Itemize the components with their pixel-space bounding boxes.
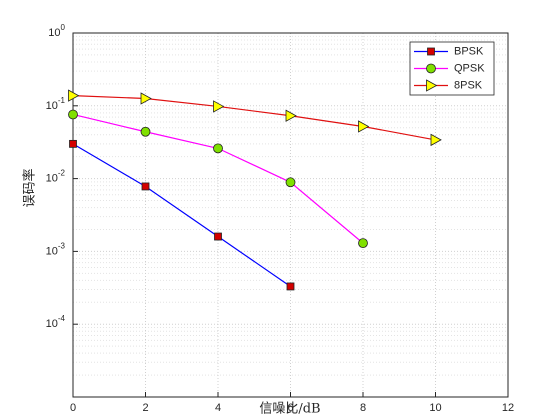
- x-tick-label: 0: [70, 402, 76, 414]
- marker: [285, 177, 296, 188]
- tick-exponent: -3: [58, 242, 66, 251]
- series-line: [72, 95, 436, 141]
- tick-base: 10: [46, 100, 58, 112]
- y-axis-label: 误码率: [22, 168, 38, 207]
- tick-exponent: -1: [58, 96, 66, 105]
- x-tick-label: 6: [287, 402, 293, 414]
- marker: [286, 282, 295, 291]
- marker: [285, 109, 297, 122]
- marker: [68, 89, 80, 102]
- tick-exponent: 0: [61, 23, 66, 32]
- y-tick-label: 100: [48, 23, 65, 39]
- marker: [141, 182, 150, 191]
- marker: [358, 238, 368, 249]
- x-tick-label: 8: [360, 402, 366, 414]
- marker: [214, 232, 222, 241]
- y-tick-label: 10-3: [46, 242, 66, 258]
- y-tick-label: 10-4: [46, 314, 66, 330]
- legend-label: 8PSK: [454, 79, 483, 91]
- tick-base: 10: [46, 245, 58, 257]
- tick-exponent: -2: [58, 169, 66, 178]
- legend: BPSK QPSK 8PSK: [409, 41, 495, 96]
- plot-frame: [72, 32, 509, 398]
- y-tick-label: 10-2: [46, 169, 66, 185]
- tick-base: 10: [46, 318, 58, 330]
- marker: [358, 120, 370, 133]
- legend-label: BPSK: [454, 45, 484, 57]
- legend-marker: [426, 79, 438, 92]
- marker: [140, 126, 151, 137]
- legend-label: QPSK: [454, 62, 485, 74]
- series-line: [72, 143, 291, 287]
- x-tick-label: 10: [429, 402, 441, 414]
- x-tick-label: 12: [502, 402, 514, 414]
- legend-marker: [427, 47, 435, 56]
- x-tick-label: 2: [142, 402, 148, 414]
- marker: [213, 143, 223, 154]
- marker: [140, 92, 152, 105]
- marker: [430, 133, 442, 147]
- marker: [69, 139, 77, 148]
- marker: [213, 100, 225, 113]
- tick-base: 10: [46, 173, 58, 185]
- x-axis-label: 信噪比/dB: [259, 402, 320, 417]
- tick-base: 10: [48, 27, 60, 39]
- x-tick-label: 4: [215, 402, 221, 414]
- marker: [68, 109, 78, 120]
- y-tick-label: 10-1: [46, 96, 66, 112]
- tick-exponent: -4: [58, 314, 66, 323]
- legend-marker: [426, 63, 436, 74]
